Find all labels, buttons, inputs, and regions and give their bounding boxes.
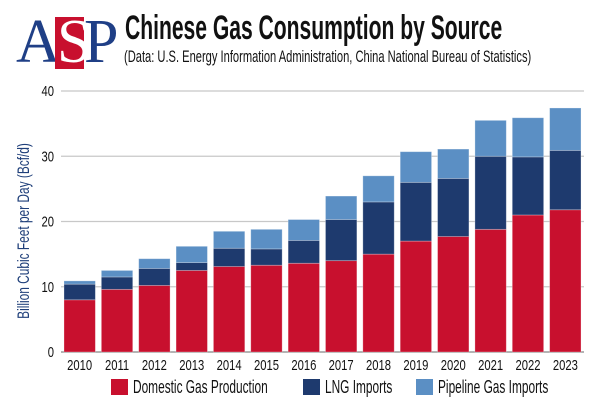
x-tick-label: 2016 (291, 356, 316, 373)
y-tick-label: 10 (41, 278, 54, 295)
x-tick-label: 2020 (441, 356, 466, 373)
x-tick-labels: 2010 2011 2012 2013 2014 2015 2016 2017 2018 2019… (67, 356, 578, 373)
bar-pipeline-2016 (287, 219, 320, 241)
chart-title: Chinese Gas Consumption by Source (125, 9, 503, 47)
x-tick-label: 2019 (403, 356, 428, 373)
bar-lng-2014 (213, 247, 246, 267)
x-tick-label: 2023 (553, 356, 578, 373)
bar-domestic-2016 (287, 262, 320, 353)
x-tick-label: 2010 (67, 356, 92, 373)
legend: Domestic Gas Production LNG Imports Pipe… (0, 377, 600, 397)
bar-lng-2021 (474, 155, 507, 230)
x-tick-label: 2022 (515, 356, 540, 373)
bar-domestic-2020 (437, 236, 470, 353)
bar-lng-2018 (362, 201, 395, 255)
bar-pipeline-2014 (213, 230, 246, 249)
bar-lng-2019 (399, 181, 432, 242)
logo-letter-s: S (57, 8, 92, 76)
bar-pipeline-2023 (549, 107, 582, 151)
x-tick-label: 2018 (366, 356, 391, 373)
bar-lng-2011 (100, 276, 134, 290)
bar-pipeline-2018 (362, 175, 395, 203)
y-tick-label: 20 (41, 213, 54, 230)
bar-lng-2023 (549, 149, 582, 211)
bar-domestic-2018 (362, 253, 395, 353)
bar-lng-2010 (63, 283, 96, 301)
chart-subtitle: (Data: U.S. Energy Information Administr… (124, 47, 532, 66)
bar-pipeline-2012 (138, 258, 171, 269)
bar-lng-2022 (511, 156, 545, 216)
bar-domestic-2011 (100, 288, 134, 353)
y-tick-labels: 0 10 20 30 40 (41, 82, 54, 360)
bar-pipeline-2017 (325, 195, 358, 220)
bar-pipeline-2013 (175, 245, 208, 264)
x-tick-label: 2017 (329, 356, 354, 373)
legend-label-lng: LNG Imports (325, 376, 393, 397)
bar-domestic-2017 (325, 260, 358, 353)
legend-swatch-domestic (111, 379, 128, 395)
logo-red-box (55, 17, 84, 69)
bar-lng-2016 (287, 240, 320, 264)
logo-letter-p: P (84, 8, 119, 76)
x-tick-label: 2021 (478, 356, 503, 373)
bar-domestic-2013 (175, 270, 208, 353)
x-tick-label: 2012 (142, 356, 167, 373)
bar-domestic-2022 (511, 214, 545, 353)
y-tick-label: 40 (41, 82, 54, 99)
x-tick-label: 2015 (254, 356, 279, 373)
bar-pipeline-2015 (250, 228, 283, 250)
logo-letter-a: A (16, 8, 61, 76)
bar-domestic-2015 (250, 264, 283, 353)
x-tick-label: 2011 (105, 356, 129, 373)
legend-item-domestic: Domestic Gas Production (111, 377, 337, 397)
bar-domestic-2012 (138, 285, 171, 353)
legend-label-domestic: Domestic Gas Production (133, 376, 268, 397)
legend-swatch-lng (303, 379, 320, 395)
bar-lng-2017 (325, 219, 358, 262)
bar-lng-2012 (138, 268, 171, 286)
y-axis-label: Billion Cubic Feet per Day (Bcf/d) (15, 143, 34, 319)
bar-lng-2020 (437, 178, 470, 237)
legend-swatch-pipeline (416, 379, 433, 395)
bar-pipeline-2011 (100, 270, 134, 278)
bar-pipeline-2022 (511, 117, 545, 158)
bar-pipeline-2021 (474, 119, 507, 157)
bar-domestic-2023 (549, 209, 582, 353)
legend-item-pipeline: Pipeline Gas Imports (416, 377, 600, 397)
bar-lng-2015 (250, 248, 283, 266)
y-tick-label: 0 (48, 343, 54, 360)
bar-domestic-2014 (213, 266, 246, 353)
bar-lng-2013 (175, 262, 208, 271)
x-tick-label: 2014 (217, 356, 242, 373)
bar-domestic-2021 (474, 228, 507, 353)
legend-label-pipeline: Pipeline Gas Imports (438, 376, 549, 397)
asp-logo: A S P (14, 8, 118, 76)
bar-domestic-2019 (399, 240, 432, 353)
y-tick-label: 30 (41, 148, 54, 165)
bar-pipeline-2020 (437, 148, 470, 179)
legend-item-lng: LNG Imports (303, 377, 427, 397)
bar-pipeline-2019 (399, 151, 432, 183)
x-tick-label: 2013 (179, 356, 204, 373)
bars (63, 107, 582, 353)
bar-domestic-2010 (63, 299, 96, 353)
bar-pipeline-2010 (63, 280, 96, 285)
